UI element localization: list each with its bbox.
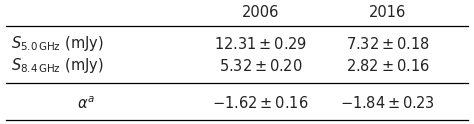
Text: $5.32 \pm 0.20$: $5.32 \pm 0.20$ (219, 58, 302, 74)
Text: $S_{8.4\,\mathrm{GHz}}$ (mJy): $S_{8.4\,\mathrm{GHz}}$ (mJy) (11, 56, 103, 75)
Text: $-1.62 \pm 0.16$: $-1.62 \pm 0.16$ (212, 95, 309, 111)
Text: $S_{5.0\,\mathrm{GHz}}$ (mJy): $S_{5.0\,\mathrm{GHz}}$ (mJy) (11, 34, 103, 53)
Text: 2006: 2006 (242, 5, 279, 20)
Text: $-1.84 \pm 0.23$: $-1.84 \pm 0.23$ (340, 95, 435, 111)
Text: 2016: 2016 (369, 5, 406, 20)
Text: $7.32 \pm 0.18$: $7.32 \pm 0.18$ (346, 36, 430, 52)
Text: $\alpha^{a}$: $\alpha^{a}$ (77, 95, 95, 111)
Text: $2.82 \pm 0.16$: $2.82 \pm 0.16$ (346, 58, 429, 74)
Text: $12.31 \pm 0.29$: $12.31 \pm 0.29$ (214, 36, 307, 52)
